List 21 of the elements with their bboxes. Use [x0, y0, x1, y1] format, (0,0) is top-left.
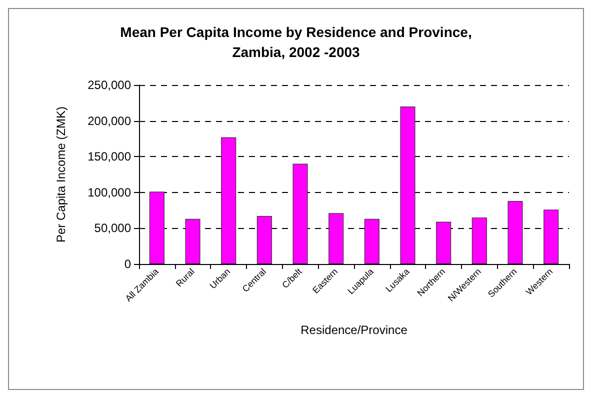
bar — [185, 218, 200, 264]
x-axis-title: Residence/Province — [300, 323, 408, 337]
bar — [292, 164, 308, 264]
bar — [400, 106, 416, 264]
y-tick-label: 200,000 — [88, 114, 132, 128]
y-tick-label: 100,000 — [88, 185, 132, 200]
bar — [472, 217, 487, 264]
bar — [328, 213, 344, 264]
y-tick-label: 50,000 — [94, 221, 132, 236]
y-axis-title: Per Capita Income (ZMK) — [54, 106, 68, 243]
bar — [508, 200, 523, 264]
bar — [436, 222, 452, 264]
y-tick-label: 150,000 — [88, 150, 132, 164]
chart-title: Mean Per Capita Income by Residence and Province, Zambia, 2002 -2003 — [120, 24, 472, 60]
y-tick-label: 250,000 — [88, 78, 132, 92]
bar — [364, 218, 380, 264]
bar — [221, 137, 236, 264]
bar — [544, 210, 559, 264]
bar — [149, 192, 164, 264]
y-tick-label: 0 — [124, 257, 132, 271]
bar — [256, 216, 272, 264]
